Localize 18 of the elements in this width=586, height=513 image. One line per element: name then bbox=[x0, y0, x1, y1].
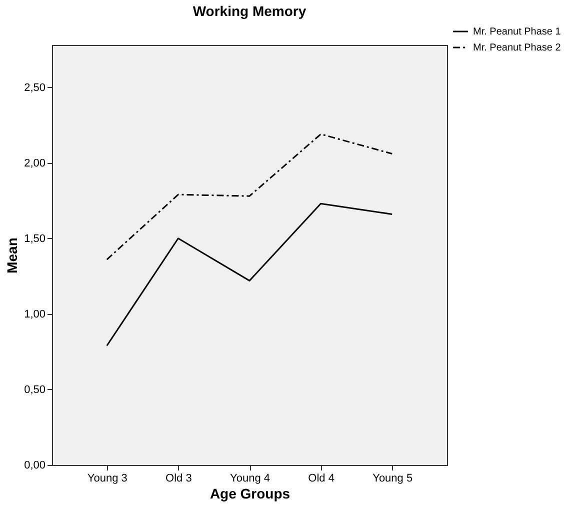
x-tick-label: Old 4 bbox=[308, 472, 334, 484]
x-tick-label: Old 3 bbox=[166, 472, 192, 484]
y-tick-label: 1,50 bbox=[24, 232, 46, 245]
y-tick-label: 1,00 bbox=[24, 308, 46, 320]
x-tick-label: Young 5 bbox=[372, 472, 413, 484]
x-tick-label: Young 3 bbox=[87, 472, 128, 484]
y-axis-title: Mean bbox=[4, 238, 20, 274]
line-series bbox=[106, 202, 393, 346]
y-tick-label: 2,50 bbox=[24, 82, 46, 94]
legend-label: Mr. Peanut Phase 2 bbox=[473, 42, 562, 54]
chart-title: Working Memory bbox=[192, 3, 306, 19]
x-tick-label: Young 4 bbox=[230, 472, 270, 484]
y-tick-label: 0,50 bbox=[24, 384, 46, 396]
legend-label: Mr. Peanut Phase 1 bbox=[473, 26, 562, 38]
x-axis-title: Age Groups bbox=[210, 486, 290, 502]
line-series bbox=[106, 133, 393, 260]
y-tick-label: 0,00 bbox=[24, 460, 46, 472]
y-tick-label: 2,00 bbox=[24, 157, 46, 170]
